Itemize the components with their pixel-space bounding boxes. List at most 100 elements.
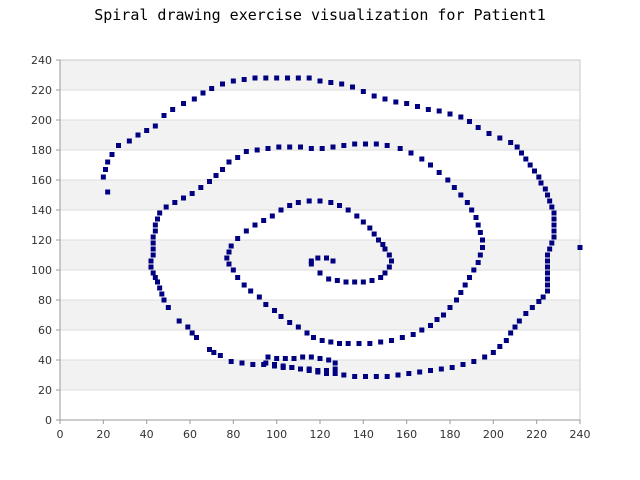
data-point bbox=[235, 275, 241, 280]
data-point bbox=[497, 135, 503, 141]
data-point bbox=[503, 338, 509, 343]
data-point bbox=[419, 327, 425, 333]
data-point bbox=[243, 149, 249, 154]
data-point bbox=[545, 276, 550, 282]
data-point bbox=[157, 285, 163, 291]
data-point bbox=[352, 141, 358, 147]
data-point bbox=[397, 146, 403, 151]
data-point bbox=[254, 147, 260, 153]
data-point bbox=[551, 216, 557, 222]
data-point bbox=[326, 357, 332, 363]
y-axis: 0 20 40 60 80 100 120 140 160 180 200 220 240 bbox=[31, 54, 61, 427]
data-point bbox=[311, 335, 316, 340]
data-point bbox=[516, 318, 522, 324]
data-point bbox=[235, 236, 241, 241]
data-point bbox=[152, 222, 158, 228]
data-point bbox=[224, 255, 230, 261]
data-point bbox=[354, 213, 360, 219]
data-point bbox=[191, 96, 197, 102]
data-point bbox=[352, 374, 358, 379]
data-point bbox=[116, 143, 121, 148]
data-point bbox=[406, 371, 412, 376]
data-point bbox=[410, 332, 416, 337]
data-point bbox=[198, 185, 204, 190]
data-point bbox=[523, 156, 529, 162]
data-point bbox=[373, 141, 379, 147]
y-tick-label: 40 bbox=[38, 354, 52, 367]
data-point bbox=[317, 198, 323, 204]
data-point bbox=[538, 180, 544, 186]
data-point bbox=[545, 288, 550, 294]
x-tick-label: 40 bbox=[140, 428, 154, 441]
data-point bbox=[289, 365, 295, 370]
data-point bbox=[545, 258, 550, 264]
data-point bbox=[105, 159, 111, 165]
data-point bbox=[508, 140, 514, 145]
data-point bbox=[324, 371, 329, 376]
data-point bbox=[360, 219, 366, 225]
data-point bbox=[471, 267, 477, 273]
data-point bbox=[269, 213, 275, 219]
data-point bbox=[545, 264, 550, 270]
data-point bbox=[471, 359, 477, 364]
y-tick-label: 100 bbox=[31, 264, 52, 277]
data-point bbox=[330, 144, 336, 150]
data-point bbox=[404, 101, 410, 106]
data-point bbox=[150, 234, 156, 240]
data-point bbox=[213, 173, 219, 178]
data-point bbox=[185, 324, 191, 330]
data-point bbox=[261, 218, 267, 223]
x-tick-label: 180 bbox=[440, 428, 461, 441]
data-point bbox=[272, 362, 277, 367]
data-point bbox=[308, 146, 314, 151]
data-point bbox=[161, 297, 167, 303]
data-point bbox=[356, 341, 362, 346]
data-point bbox=[475, 260, 481, 265]
data-point bbox=[285, 75, 290, 81]
data-point bbox=[230, 78, 236, 84]
data-point bbox=[367, 225, 373, 231]
data-point bbox=[295, 200, 301, 205]
data-point bbox=[317, 270, 323, 276]
data-point bbox=[445, 177, 451, 183]
data-point bbox=[172, 200, 178, 205]
data-point bbox=[148, 264, 154, 270]
data-point bbox=[384, 143, 390, 148]
data-point bbox=[263, 360, 269, 366]
data-point bbox=[378, 275, 384, 280]
data-point bbox=[352, 279, 358, 285]
data-point bbox=[497, 344, 503, 349]
data-point bbox=[371, 93, 377, 99]
data-point bbox=[274, 75, 280, 81]
data-point bbox=[235, 155, 241, 160]
data-point bbox=[295, 75, 301, 81]
data-point bbox=[228, 243, 234, 249]
data-point bbox=[217, 353, 223, 358]
data-point bbox=[551, 222, 557, 228]
plot-band bbox=[60, 300, 580, 330]
data-point bbox=[315, 255, 321, 261]
x-tick-label: 20 bbox=[96, 428, 110, 441]
data-point bbox=[480, 245, 485, 250]
data-point bbox=[248, 288, 254, 294]
data-point bbox=[389, 338, 394, 343]
x-tick-label: 240 bbox=[570, 428, 591, 441]
data-point bbox=[395, 372, 401, 378]
data-point bbox=[300, 354, 306, 360]
data-point bbox=[265, 146, 271, 151]
data-point bbox=[360, 279, 366, 285]
data-point bbox=[263, 302, 269, 307]
data-point bbox=[306, 198, 312, 204]
data-point bbox=[512, 324, 518, 330]
x-tick-label: 220 bbox=[526, 428, 547, 441]
data-point bbox=[330, 258, 336, 264]
data-point bbox=[467, 275, 472, 280]
data-point bbox=[126, 138, 132, 144]
data-point bbox=[475, 222, 481, 228]
data-point bbox=[345, 341, 351, 346]
y-tick-label: 240 bbox=[31, 54, 52, 67]
data-point bbox=[220, 81, 225, 87]
data-point bbox=[152, 228, 158, 234]
data-point bbox=[343, 279, 349, 285]
